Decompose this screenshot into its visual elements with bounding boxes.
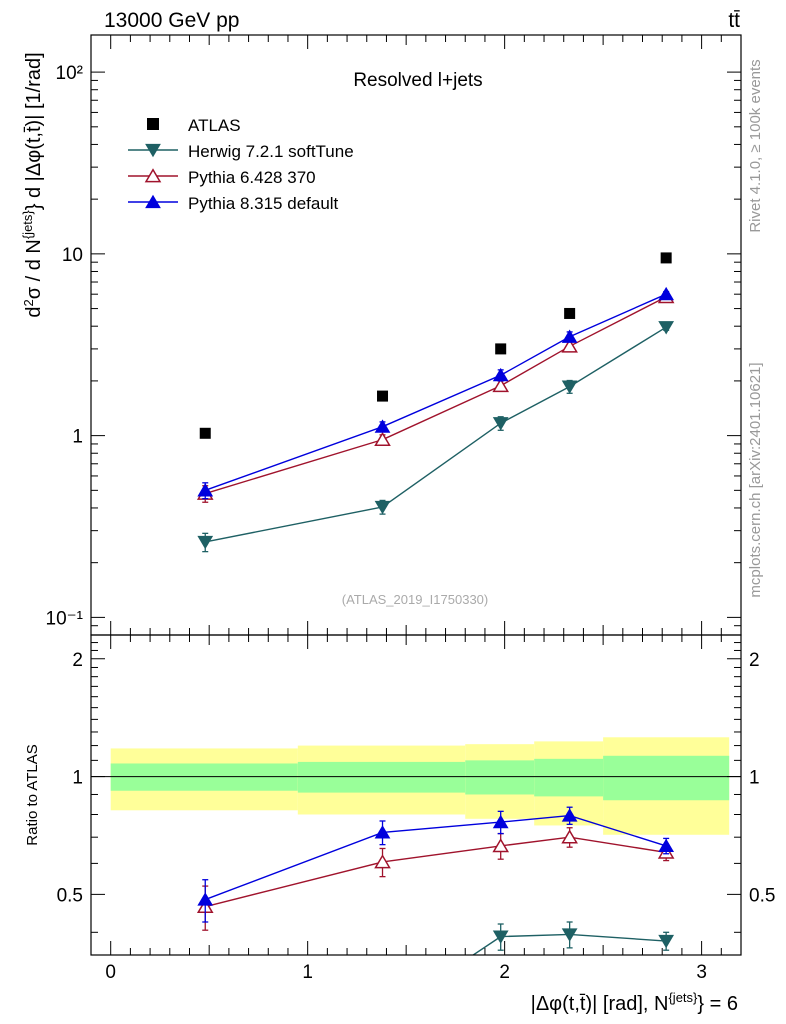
ratio-series-2: [197, 806, 675, 923]
legend-label-0: Herwig 7.2.1 softTune: [188, 142, 354, 161]
upper-axes: 10⁻¹ 1 10 10²: [46, 35, 742, 636]
ratio-point-2-1: [374, 825, 391, 839]
y-tick-label-3: 10²: [56, 63, 83, 84]
ratio-line-1: [205, 836, 667, 908]
ratio-point-1-2: [492, 838, 510, 853]
atlas-point-3: [564, 307, 576, 319]
analysis-tag: (ATLAS_2019_I1750330): [342, 592, 488, 607]
atlas-point-4: [660, 252, 672, 264]
legend-marker-atlas: [147, 118, 159, 130]
ratio-point-0-0: [198, 1007, 212, 1019]
ratio-series-1: [196, 827, 675, 931]
band-inner-0: [110, 763, 298, 791]
ratio-tick-label-0: 0.5: [57, 885, 83, 906]
ratio-point-2-0: [197, 892, 214, 906]
band-inner-4: [603, 755, 730, 801]
ratio-point-2-2: [492, 814, 509, 829]
point-1-1: [374, 431, 391, 447]
ratio-point-0-3: [561, 928, 578, 942]
atlas-point-1: [377, 390, 389, 402]
band-inner-2: [465, 760, 535, 795]
point-2-1: [374, 419, 391, 433]
legend-marker-0: [145, 143, 161, 158]
ratio-panel-frame: [90, 634, 742, 956]
process-label: tt̄: [728, 9, 740, 32]
beam-label: 13000 GeV pp: [104, 9, 239, 32]
legend-marker-1: [144, 168, 162, 183]
ratio-tick-label-1: 1: [72, 768, 83, 789]
x-axis-label: |Δφ(t,t̄)| [rad], N{jets}} = 6: [531, 990, 738, 1015]
ratio-y-axis-label: Ratio to ATLAS: [24, 744, 41, 845]
ratio-panel-marks: [91, 737, 741, 1022]
point-0-1: [374, 500, 391, 515]
ratio-point-0-4: [658, 934, 675, 949]
series-line-1: [205, 296, 667, 495]
y-axis-label: d2σ / d N{jets}} d |Δφ(t,t̄)| [1/rad]: [20, 52, 45, 317]
ratio-axes: 0 1 2 3 0.5 0.5 1 1 2 2: [57, 635, 775, 983]
ratio-point-2-3: [561, 808, 578, 822]
legend-marker-2: [145, 194, 161, 209]
series-line-2: [205, 293, 667, 491]
legend-label-1: Pythia 6.428 370: [188, 168, 316, 187]
series-line-0: [205, 326, 667, 543]
point-2-4: [658, 286, 675, 301]
x-tick-label-3: 3: [696, 962, 707, 983]
point-2-0: [197, 483, 214, 497]
ratio-point-1-1: [374, 854, 391, 869]
atlas-point-0: [199, 427, 211, 439]
ratio-tick-label-right-1: 1: [749, 768, 760, 789]
ratio-line-2: [204, 814, 667, 901]
ratio-tick-label-2: 2: [72, 650, 83, 671]
x-tick-label-1: 1: [302, 962, 313, 983]
y-tick-label-2: 10: [62, 245, 83, 266]
point-0-0: [197, 535, 214, 550]
point-2-3: [561, 329, 578, 343]
ratio-point-1-3: [561, 829, 578, 844]
point-0-3: [561, 380, 578, 394]
point-0-4: [658, 321, 675, 335]
point-0-2: [492, 417, 509, 431]
x-tick-label-0: 0: [105, 962, 116, 983]
y-tick-label-0: 10⁻¹: [46, 608, 84, 629]
ratio-tick-label-right-2: 2: [749, 650, 760, 671]
point-1-3: [561, 338, 578, 353]
legend: ATLAS Herwig 7.2.1 softTune Pythia 6.428 3…: [128, 116, 354, 213]
legend-label-2: Pythia 8.315 default: [188, 194, 339, 213]
ratio-point-2-4: [658, 838, 675, 853]
band-inner-1: [297, 761, 466, 793]
x-tick-label-2: 2: [499, 962, 510, 983]
point-1-2: [492, 378, 510, 393]
upper-panel-marks: [196, 252, 675, 553]
legend-label-atlas: ATLAS: [188, 116, 241, 135]
ratio-point-0-2: [492, 930, 509, 944]
ratio-series-0: [198, 921, 675, 1022]
rivet-label: Rivet 4.1.0, ≥ 100k events: [747, 59, 764, 232]
ratio-tick-label-right-0: 0.5: [749, 885, 775, 906]
chart-title: Resolved l+jets: [353, 70, 482, 91]
y-tick-label-1: 1: [72, 427, 83, 448]
point-2-2: [492, 367, 509, 382]
atlas-point-2: [495, 343, 507, 355]
ratio-point-0-1: [376, 1010, 390, 1022]
band-inner-3: [534, 758, 604, 797]
mcplots-label: mcplots.cern.ch [arXiv:2401.10621]: [747, 362, 764, 597]
